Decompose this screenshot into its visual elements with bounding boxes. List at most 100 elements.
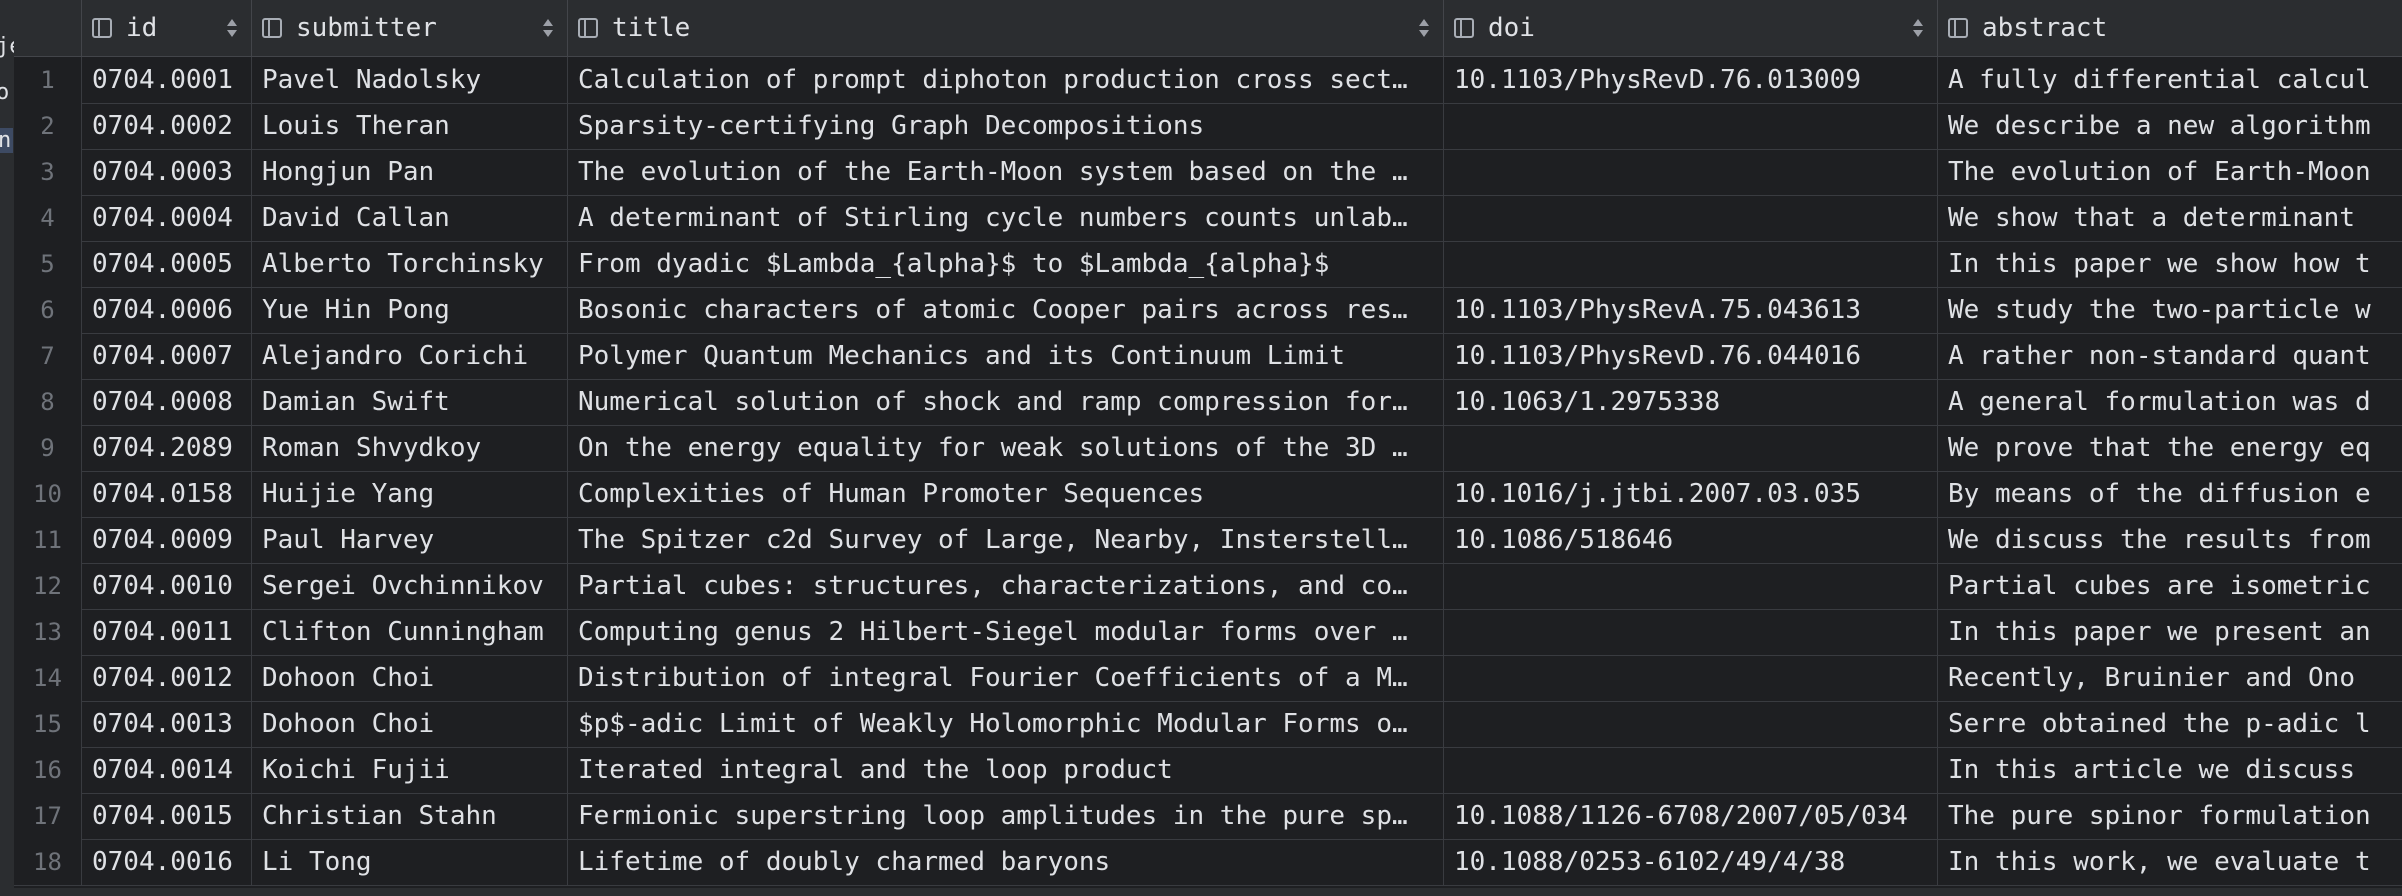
- cell-title[interactable]: Fermionic superstring loop amplitudes in…: [568, 793, 1444, 839]
- cell-doi[interactable]: [1444, 563, 1938, 609]
- cell-title[interactable]: Numerical solution of shock and ramp com…: [568, 379, 1444, 425]
- cell-doi[interactable]: [1444, 241, 1938, 287]
- row-number[interactable]: 16: [14, 747, 82, 793]
- cell-abstract[interactable]: In this work, we evaluate t: [1948, 847, 2371, 877]
- cell-submitter[interactable]: Alberto Torchinsky: [252, 241, 568, 287]
- cell-id[interactable]: 0704.0016: [82, 839, 252, 885]
- cell-title[interactable]: Lifetime of doubly charmed baryons: [568, 839, 1444, 885]
- row-number[interactable]: 13: [14, 609, 82, 655]
- cell-id[interactable]: 0704.0012: [82, 655, 252, 701]
- cell-abstract[interactable]: By means of the diffusion e: [1948, 479, 2371, 509]
- row-number[interactable]: 10: [14, 471, 82, 517]
- table-row[interactable]: 5 0704.0005 Alberto Torchinsky From dyadic …: [14, 241, 2402, 288]
- cell-submitter[interactable]: Clifton Cunningham: [252, 609, 568, 655]
- sort-icon[interactable]: [543, 19, 553, 37]
- cell-id[interactable]: 0704.0158: [82, 471, 252, 517]
- cell-title[interactable]: From dyadic $Lambda_{alpha}$ to $Lambda_…: [568, 241, 1444, 287]
- cell-abstract[interactable]: A fully differential calcul: [1948, 65, 2371, 95]
- cell-submitter[interactable]: Dohoon Choi: [252, 655, 568, 701]
- cell-abstract[interactable]: A rather non-standard quant: [1948, 341, 2371, 371]
- cell-title[interactable]: Polymer Quantum Mechanics and its Contin…: [568, 333, 1444, 379]
- table-row[interactable]: 6 0704.0006 Yue Hin Pong Bosonic characters…: [14, 287, 2402, 334]
- row-number[interactable]: 15: [14, 701, 82, 747]
- cell-abstract[interactable]: A general formulation was d: [1948, 387, 2371, 417]
- sort-icon[interactable]: [1419, 19, 1429, 37]
- cell-id[interactable]: 0704.0015: [82, 793, 252, 839]
- cell-id[interactable]: 0704.0005: [82, 241, 252, 287]
- cell-abstract[interactable]: We study the two-particle w: [1948, 295, 2371, 325]
- cell-title[interactable]: Iterated integral and the loop product: [568, 747, 1444, 793]
- cell-abstract[interactable]: In this paper we show how t: [1948, 249, 2371, 279]
- row-number[interactable]: 14: [14, 655, 82, 701]
- cell-doi[interactable]: 10.1103/PhysRevD.76.013009: [1444, 57, 1938, 103]
- cell-doi[interactable]: 10.1016/j.jtbi.2007.03.035: [1444, 471, 1938, 517]
- column-header-title[interactable]: title: [568, 0, 1444, 56]
- cell-doi[interactable]: 10.1063/1.2975338: [1444, 379, 1938, 425]
- cell-submitter[interactable]: David Callan: [252, 195, 568, 241]
- table-row[interactable]: 7 0704.0007 Alejandro Corichi Polymer Quant…: [14, 333, 2402, 380]
- cell-doi[interactable]: [1444, 609, 1938, 655]
- table-row[interactable]: 15 0704.0013 Dohoon Choi $p$-adic Limit of …: [14, 701, 2402, 748]
- cell-submitter[interactable]: Pavel Nadolsky: [252, 57, 568, 103]
- cell-submitter[interactable]: Dohoon Choi: [252, 701, 568, 747]
- cell-title[interactable]: Sparsity-certifying Graph Decompositions: [568, 103, 1444, 149]
- cell-title[interactable]: The Spitzer c2d Survey of Large, Nearby,…: [568, 517, 1444, 563]
- cell-id[interactable]: 0704.0006: [82, 287, 252, 333]
- cell-doi[interactable]: [1444, 701, 1938, 747]
- row-number[interactable]: 9: [14, 425, 82, 471]
- cell-submitter[interactable]: Li Tong: [252, 839, 568, 885]
- cell-abstract[interactable]: The evolution of Earth-Moon: [1948, 157, 2371, 187]
- cell-doi[interactable]: [1444, 655, 1938, 701]
- cell-submitter[interactable]: Yue Hin Pong: [252, 287, 568, 333]
- column-header-id[interactable]: id: [82, 0, 252, 56]
- cell-title[interactable]: Computing genus 2 Hilbert-Siegel modular…: [568, 609, 1444, 655]
- cell-id[interactable]: 0704.2089: [82, 425, 252, 471]
- table-row[interactable]: 2 0704.0002 Louis Theran Sparsity-certifyin…: [14, 103, 2402, 150]
- cell-title[interactable]: A determinant of Stirling cycle numbers …: [568, 195, 1444, 241]
- table-row[interactable]: 17 0704.0015 Christian Stahn Fermionic supe…: [14, 793, 2402, 840]
- cell-title[interactable]: Calculation of prompt diphoton productio…: [568, 57, 1444, 103]
- cell-submitter[interactable]: Damian Swift: [252, 379, 568, 425]
- row-number[interactable]: 17: [14, 793, 82, 839]
- cell-submitter[interactable]: Paul Harvey: [252, 517, 568, 563]
- table-row[interactable]: 8 0704.0008 Damian Swift Numerical solution…: [14, 379, 2402, 426]
- cell-submitter[interactable]: Sergei Ovchinnikov: [252, 563, 568, 609]
- cell-doi[interactable]: [1444, 425, 1938, 471]
- table-row[interactable]: 18 0704.0016 Li Tong Lifetime of doubly cha…: [14, 839, 2402, 886]
- table-row[interactable]: 12 0704.0010 Sergei Ovchinnikov Partial cub…: [14, 563, 2402, 610]
- column-header-abstract[interactable]: abstract: [1938, 0, 2402, 56]
- table-row[interactable]: 3 0704.0003 Hongjun Pan The evolution of th…: [14, 149, 2402, 196]
- cell-doi[interactable]: [1444, 149, 1938, 195]
- cell-doi[interactable]: 10.1086/518646: [1444, 517, 1938, 563]
- column-header-submitter[interactable]: submitter: [252, 0, 568, 56]
- cell-title[interactable]: Distribution of integral Fourier Coeffic…: [568, 655, 1444, 701]
- cell-title[interactable]: Bosonic characters of atomic Cooper pair…: [568, 287, 1444, 333]
- row-number[interactable]: 6: [14, 287, 82, 333]
- cell-abstract[interactable]: We show that a determinant: [1948, 203, 2355, 233]
- table-row[interactable]: 14 0704.0012 Dohoon Choi Distribution of in…: [14, 655, 2402, 702]
- row-number[interactable]: 11: [14, 517, 82, 563]
- cell-abstract[interactable]: In this article we discuss: [1948, 755, 2355, 785]
- cell-id[interactable]: 0704.0009: [82, 517, 252, 563]
- cell-title[interactable]: The evolution of the Earth-Moon system b…: [568, 149, 1444, 195]
- cell-id[interactable]: 0704.0011: [82, 609, 252, 655]
- cell-title[interactable]: $p$-adic Limit of Weakly Holomorphic Mod…: [568, 701, 1444, 747]
- cell-abstract[interactable]: Recently, Bruinier and Ono: [1948, 663, 2355, 693]
- cell-doi[interactable]: [1444, 195, 1938, 241]
- table-row[interactable]: 9 0704.2089 Roman Shvydkoy On the energy eq…: [14, 425, 2402, 472]
- cell-submitter[interactable]: Hongjun Pan: [252, 149, 568, 195]
- cell-abstract[interactable]: We describe a new algorithm: [1948, 111, 2371, 141]
- cell-submitter[interactable]: Roman Shvydkoy: [252, 425, 568, 471]
- row-number[interactable]: 3: [14, 149, 82, 195]
- row-number[interactable]: 4: [14, 195, 82, 241]
- cell-submitter[interactable]: Christian Stahn: [252, 793, 568, 839]
- cell-abstract[interactable]: The pure spinor formulation: [1948, 801, 2371, 831]
- cell-doi[interactable]: 10.1103/PhysRevA.75.043613: [1444, 287, 1938, 333]
- row-number[interactable]: 18: [14, 839, 82, 885]
- cell-title[interactable]: Complexities of Human Promoter Sequences: [568, 471, 1444, 517]
- table-row[interactable]: 16 0704.0014 Koichi Fujii Iterated integral…: [14, 747, 2402, 794]
- cell-id[interactable]: 0704.0014: [82, 747, 252, 793]
- cell-submitter[interactable]: Alejandro Corichi: [252, 333, 568, 379]
- cell-doi[interactable]: [1444, 747, 1938, 793]
- cell-doi[interactable]: [1444, 103, 1938, 149]
